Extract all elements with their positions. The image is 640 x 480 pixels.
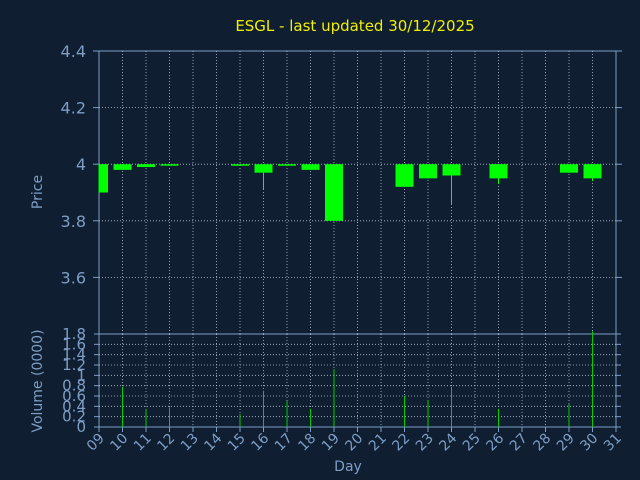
day-tick-label: 16 [248, 430, 272, 454]
day-tick-label: 22 [389, 431, 413, 455]
candle-body [419, 164, 437, 179]
day-tick-label: 10 [107, 431, 131, 455]
candle-body [325, 164, 343, 221]
candle-body [583, 164, 602, 179]
day-tick-label: 19 [319, 431, 343, 455]
volume-tick-label: 1.8 [62, 325, 86, 343]
day-tick-label: 14 [201, 430, 225, 454]
candle-body [560, 164, 578, 173]
day-tick-label: 30 [577, 431, 601, 455]
volume-grid [99, 334, 616, 427]
day-tick-label: 21 [366, 431, 390, 455]
price-grid [99, 51, 616, 334]
candle-body [489, 164, 508, 179]
price-tick-label: 4.2 [61, 99, 86, 118]
day-tick-label: 23 [413, 431, 437, 455]
price-tick-label: 3.8 [61, 212, 86, 231]
volume-tick-label: 0.4 [62, 397, 86, 415]
candle-body [113, 164, 132, 170]
price-tick-label: 3.6 [61, 268, 86, 287]
volume-tick-label: 0.2 [62, 408, 86, 426]
volume-tick-label: 0 [76, 418, 86, 436]
price-tick-label: 4.4 [61, 42, 86, 61]
volume-plot-area [98, 333, 617, 428]
day-tick-label: 18 [295, 431, 319, 455]
volume-tick-label: 1.2 [62, 356, 86, 374]
day-axis-label: Day [334, 459, 362, 475]
price-tick-label: 4 [76, 155, 86, 174]
candle-body [231, 164, 249, 166]
day-axis: 09 10 11 12 13 14 15 16 17 18 19 20 21 22 23 24 25 26 27 28… [84, 427, 625, 454]
candle-body [301, 164, 320, 170]
day-tick-label: 31 [601, 431, 625, 455]
volume-tick-label: 1.4 [62, 346, 86, 364]
candle-body [160, 164, 179, 166]
candle-body [278, 164, 296, 166]
candle-body [137, 164, 155, 168]
price-y-axis: 4.4 4.2 4 3.8 3.6 [61, 42, 622, 287]
day-tick-label: 17 [272, 431, 296, 455]
day-tick-label: 29 [554, 431, 578, 455]
day-tick-label: 11 [131, 431, 155, 455]
day-tick-label: 24 [436, 430, 460, 454]
day-tick-label: 20 [342, 431, 366, 455]
day-tick-label: 15 [225, 431, 249, 455]
volume-tick-label: 0.6 [62, 387, 86, 405]
candle-body [254, 164, 273, 173]
day-tick-label: 09 [84, 431, 108, 455]
volume-y-axis: 1.81.61.41.210.80.60.40.20 [62, 325, 621, 436]
candle-body [442, 164, 461, 176]
price-axis-label: Price [30, 175, 46, 209]
day-tick-label: 13 [178, 431, 202, 455]
volume-axis-label: Volume (0000) [30, 329, 46, 432]
chart-title: ESGL - last updated 30/12/2025 [235, 17, 474, 35]
volume-tick-label: 0.8 [62, 377, 86, 395]
day-tick-label: 28 [530, 431, 554, 455]
volume-bars [122, 331, 593, 427]
day-tick-label: 27 [507, 431, 531, 455]
day-tick-label: 12 [154, 431, 178, 455]
volume-tick-label: 1.6 [62, 335, 86, 353]
day-tick-label: 25 [460, 431, 484, 455]
candle-body [99, 164, 108, 193]
price-candles [98, 164, 602, 221]
candle-body [395, 164, 414, 187]
volume-tick-label: 1 [76, 366, 86, 384]
day-tick-label: 26 [483, 430, 507, 454]
